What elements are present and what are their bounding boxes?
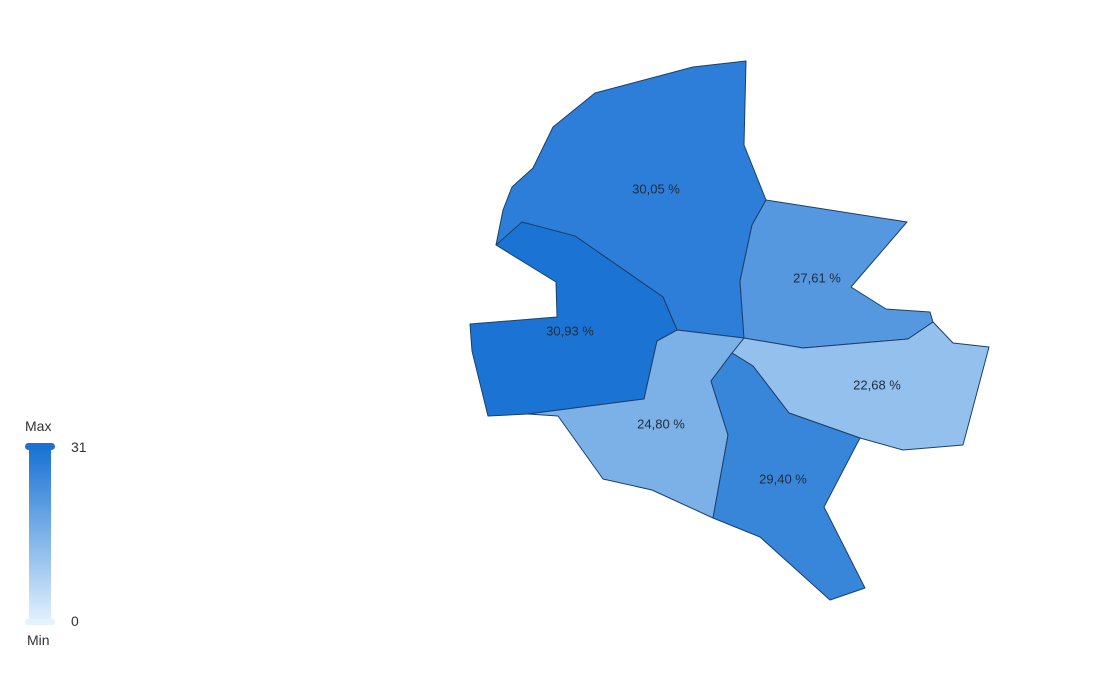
legend-min-label: Min: [27, 632, 50, 648]
legend-min-handle[interactable]: [25, 619, 55, 625]
legend-max-value: 31: [71, 439, 87, 455]
legend-min-value: 0: [71, 613, 79, 629]
legend-max-label: Max: [25, 418, 52, 434]
region-northeast[interactable]: [739, 199, 934, 349]
legend-max-handle[interactable]: [25, 443, 55, 450]
legend-color-scale: [29, 449, 51, 623]
region-south[interactable]: [710, 352, 866, 601]
